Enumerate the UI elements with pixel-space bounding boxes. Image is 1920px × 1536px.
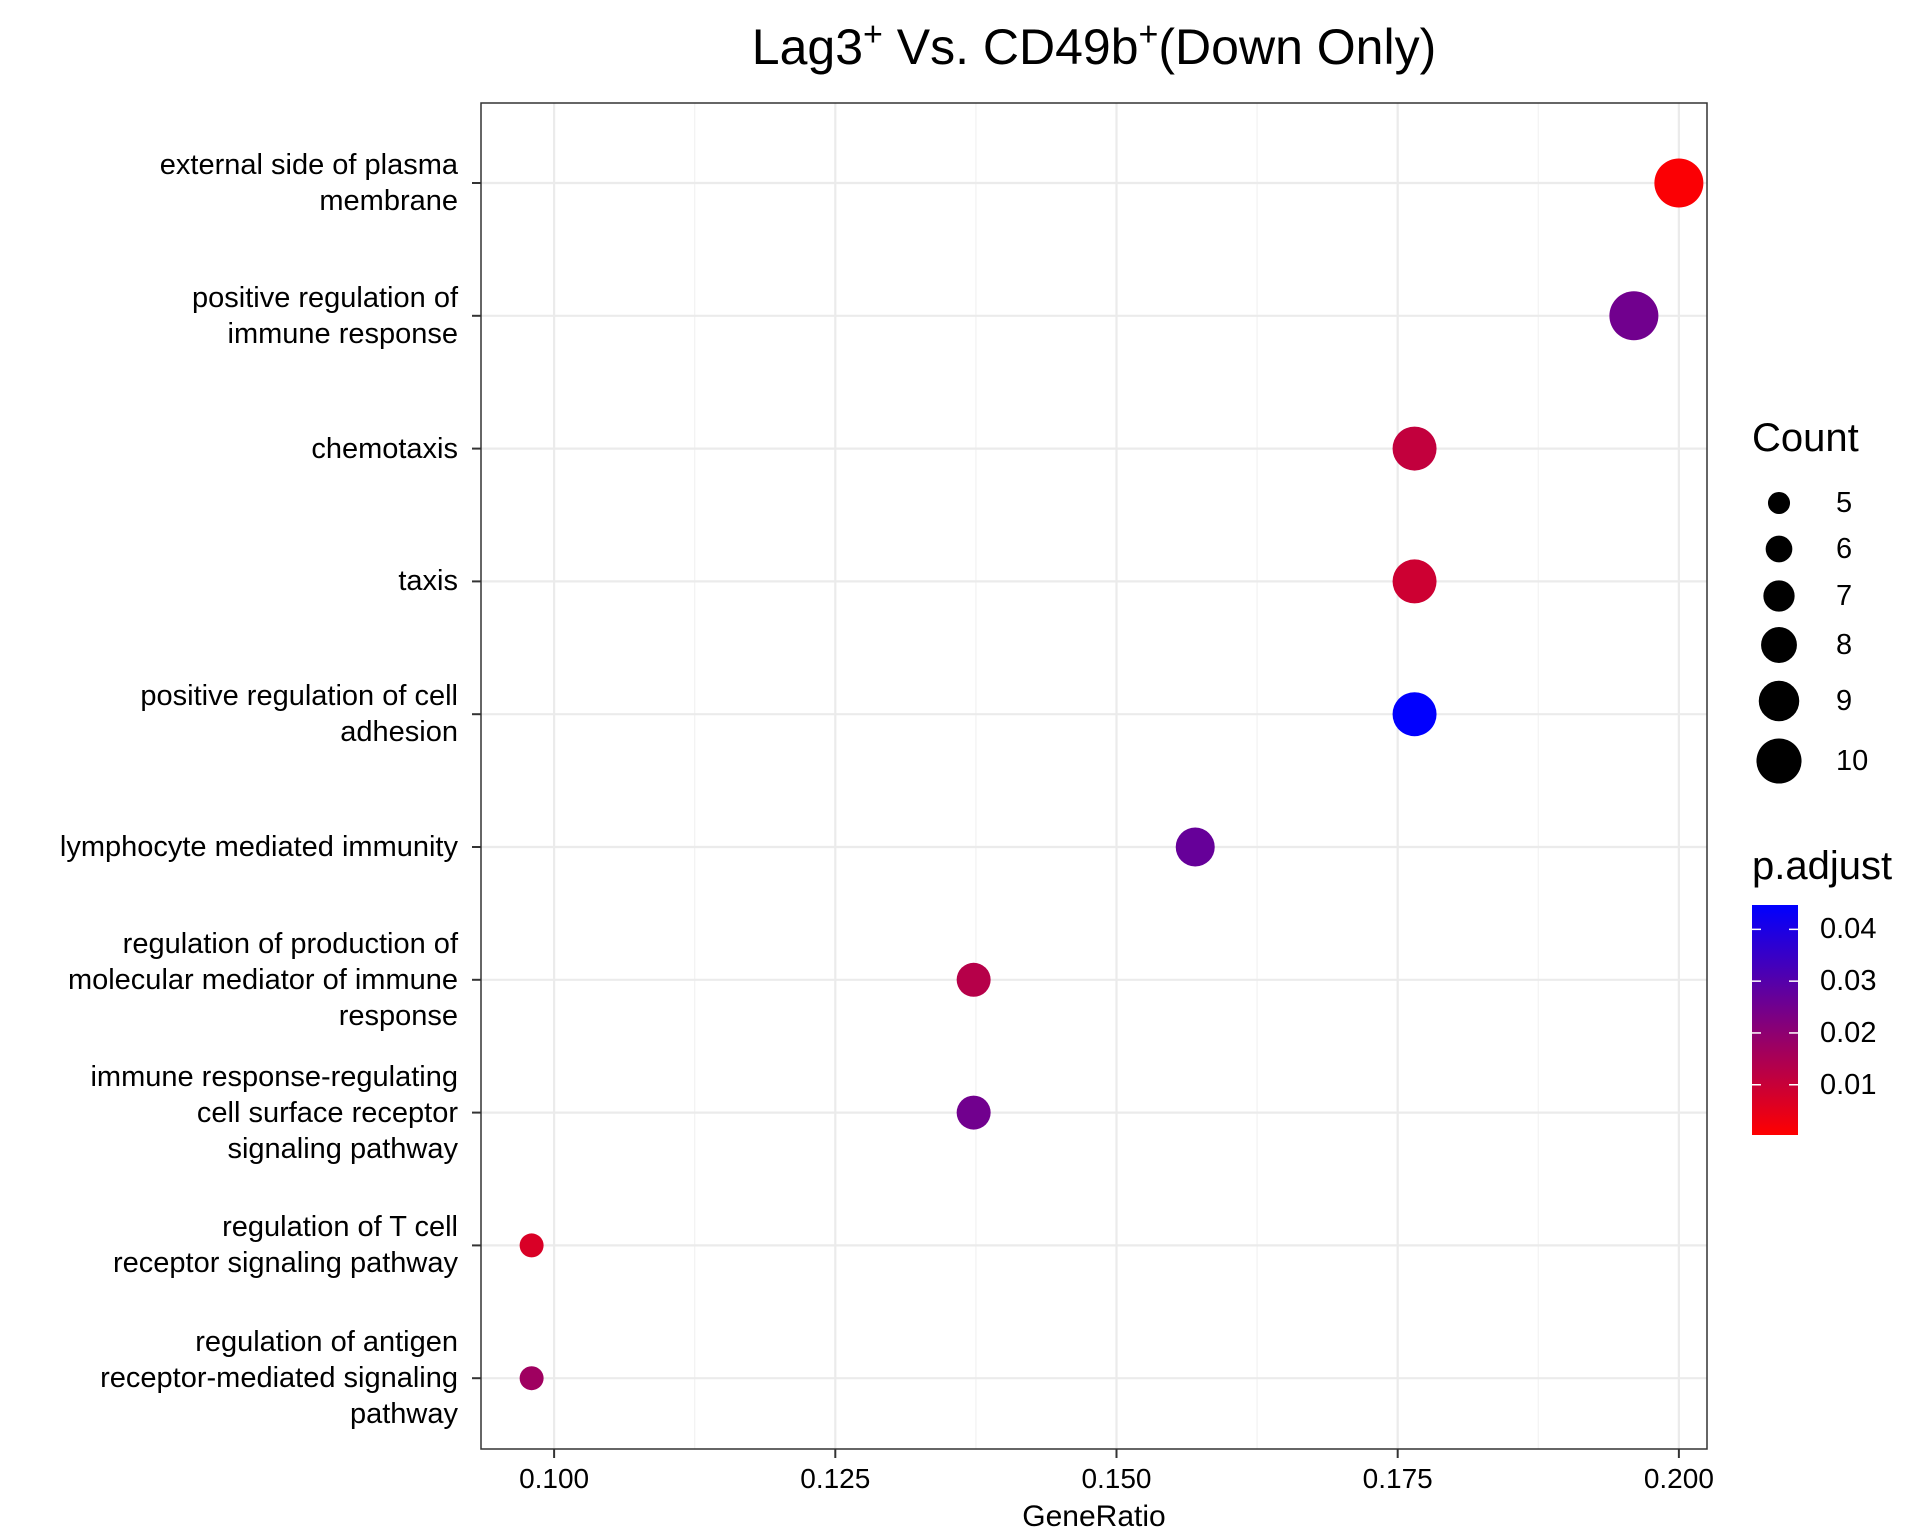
y-axis-label: positive regulation of cell adhesion <box>140 680 458 749</box>
y-axis-label: regulation of T cell receptor signaling … <box>113 1211 458 1280</box>
axis-ticks <box>472 182 1680 1458</box>
data-points <box>519 158 1704 1391</box>
x-tick-label: 0.175 <box>1362 1463 1433 1494</box>
y-axis-label: chemotaxis <box>311 432 458 465</box>
data-point-8 <box>956 1095 991 1130</box>
data-point-10 <box>519 1366 544 1391</box>
y-axis-label: positive regulation of immune response <box>192 281 458 350</box>
color-legend-label: 0.03 <box>1820 965 1877 998</box>
title-suffix: (Down Only) <box>1158 19 1437 75</box>
size-legend-label: 7 <box>1836 580 1853 612</box>
size-legend-label: 6 <box>1836 533 1853 565</box>
data-point-7 <box>956 962 991 997</box>
grid-lines <box>481 103 1707 1449</box>
size-legend-dot-10 <box>1756 738 1802 784</box>
size-legend-label: 8 <box>1836 629 1853 661</box>
color-legend-title: p.adjust <box>1752 844 1893 888</box>
data-point-3 <box>1392 426 1437 471</box>
data-point-6 <box>1175 827 1215 867</box>
color-legend-label: 0.01 <box>1820 1068 1877 1101</box>
size-legend-label: 10 <box>1836 745 1869 777</box>
size-legend-dot-5 <box>1767 491 1791 515</box>
x-tick-label: 0.125 <box>800 1463 871 1494</box>
size-legend-dot-7 <box>1763 580 1795 612</box>
size-legend-dot-6 <box>1765 535 1793 563</box>
size-legend-label: 5 <box>1836 487 1853 519</box>
color-legend-bar <box>1752 905 1798 1135</box>
size-legend-title: Count <box>1752 416 1859 460</box>
y-axis-label: regulation of production of molecular me… <box>67 927 458 1032</box>
x-axis-title: GeneRatio <box>1022 1500 1166 1533</box>
y-axis-label: external side of plasma membrane <box>159 149 458 217</box>
color-legend-label: 0.04 <box>1820 913 1877 946</box>
color-legend-label: 0.02 <box>1820 1016 1877 1049</box>
y-axis-label: immune response-regulating cell surface … <box>90 1060 458 1165</box>
title-sup-1: + <box>863 15 883 54</box>
x-tick-label: 0.150 <box>1081 1463 1152 1494</box>
title-prefix: Lag3 <box>751 19 863 75</box>
y-axis-label: taxis <box>398 565 458 598</box>
title-sup-2: + <box>1138 15 1159 54</box>
size-legend-label: 9 <box>1836 685 1853 717</box>
data-point-4 <box>1392 559 1437 604</box>
data-point-9 <box>519 1233 544 1258</box>
size-legend-dot-8 <box>1761 627 1797 663</box>
title-middle: Vs. CD49b <box>882 19 1139 75</box>
data-point-2 <box>1609 291 1659 341</box>
chart-title: Lag3+ Vs. CD49b+(Down Only) <box>481 10 1707 84</box>
data-point-5 <box>1392 692 1437 737</box>
size-legend-dots <box>1756 491 1802 784</box>
panel-border <box>480 102 1708 1450</box>
size-legend-dot-9 <box>1758 680 1800 722</box>
y-axis-label: lymphocyte mediated immunity <box>59 831 458 863</box>
data-point-1 <box>1654 158 1704 208</box>
x-tick-label: 0.200 <box>1643 1463 1714 1494</box>
x-tick-label: 0.100 <box>519 1463 590 1494</box>
y-axis-label: regulation of antigen receptor-mediated … <box>100 1326 458 1431</box>
